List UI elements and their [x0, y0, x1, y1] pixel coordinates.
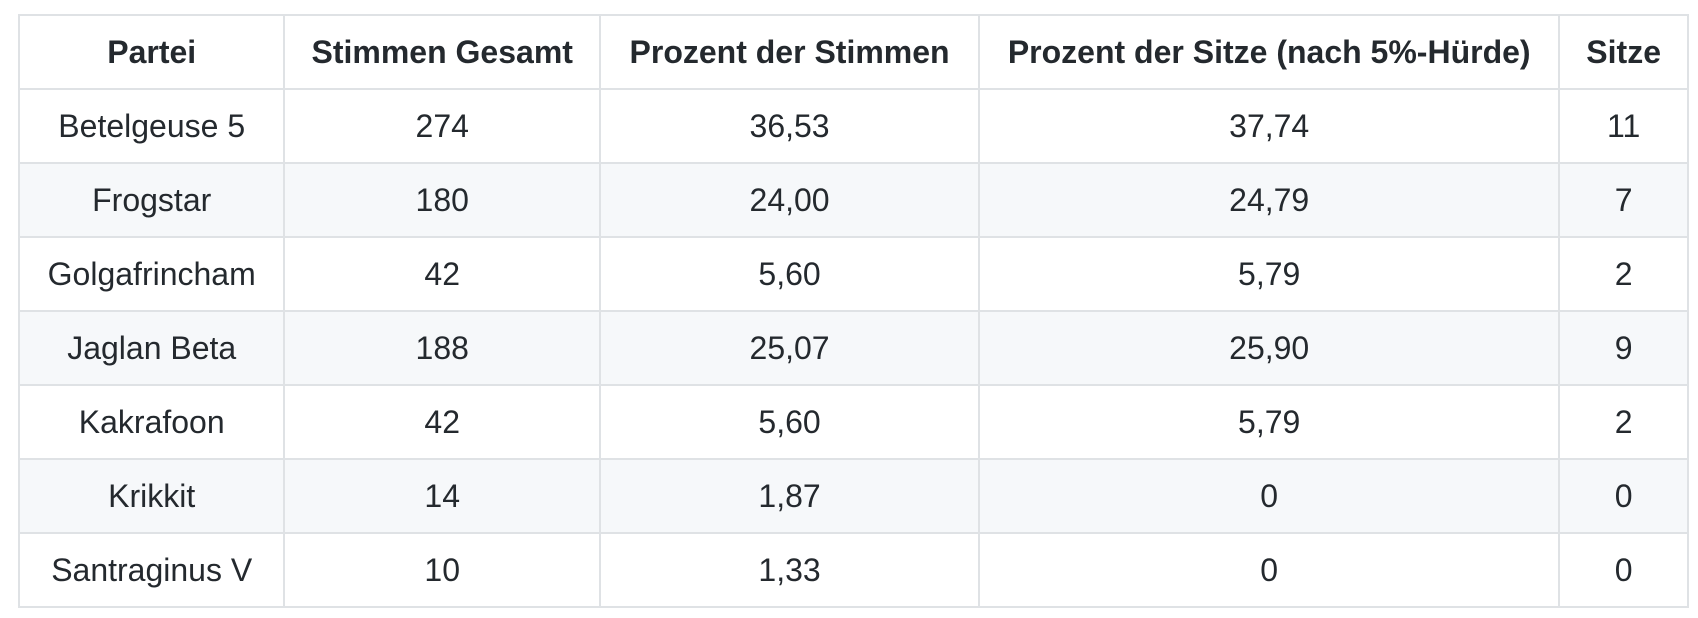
party-name-cell: Krikkit — [17, 458, 286, 534]
value-cell: 0 — [1558, 532, 1689, 608]
table-row: Santraginus V 10 1,33 0 0 — [17, 532, 1689, 608]
value-cell: 1,87 — [599, 458, 981, 534]
value-cell: 180 — [283, 162, 602, 238]
value-cell: 9 — [1558, 310, 1689, 386]
value-cell: 7 — [1558, 162, 1689, 238]
column-header-2: Stimmen Gesamt — [283, 14, 602, 90]
table-row: Krikkit 14 1,87 0 0 — [17, 458, 1689, 534]
value-cell: 0 — [978, 458, 1561, 534]
value-cell: 36,53 — [599, 88, 981, 164]
column-header-3: Prozent der Stimmen — [599, 14, 981, 90]
table-row: Betelgeuse 5 274 36,53 37,74 11 — [17, 88, 1689, 164]
value-cell: 14 — [283, 458, 602, 534]
value-cell: 11 — [1558, 88, 1689, 164]
value-cell: 0 — [978, 532, 1561, 608]
results-table: Partei Stimmen Gesamt Prozent der Stimmen P… — [17, 14, 1689, 608]
party-name-cell: Frogstar — [17, 162, 286, 238]
value-cell: 0 — [1558, 458, 1689, 534]
party-name-cell: Jaglan Beta — [17, 310, 286, 386]
value-cell: 2 — [1558, 384, 1689, 460]
value-cell: 5,60 — [599, 384, 981, 460]
table-row: Frogstar 180 24,00 24,79 7 — [17, 162, 1689, 238]
value-cell: 24,79 — [978, 162, 1561, 238]
value-cell: 2 — [1558, 236, 1689, 312]
column-header-5: Sitze — [1558, 14, 1689, 90]
value-cell: 5,79 — [978, 384, 1561, 460]
table-row: Jaglan Beta 188 25,07 25,90 9 — [17, 310, 1689, 386]
value-cell: 5,79 — [978, 236, 1561, 312]
value-cell: 25,07 — [599, 310, 981, 386]
value-cell: 42 — [283, 384, 602, 460]
value-cell: 24,00 — [599, 162, 981, 238]
column-header-1: Partei — [17, 14, 286, 90]
header-row: Partei Stimmen Gesamt Prozent der Stimmen P… — [17, 14, 1689, 90]
value-cell: 42 — [283, 236, 602, 312]
party-name-cell: Kakrafoon — [17, 384, 286, 460]
party-name-cell: Betelgeuse 5 — [17, 88, 286, 164]
value-cell: 274 — [283, 88, 602, 164]
party-name-cell: Santraginus V — [17, 532, 286, 608]
value-cell: 10 — [283, 532, 602, 608]
value-cell: 1,33 — [599, 532, 981, 608]
value-cell: 188 — [283, 310, 602, 386]
table-head: Partei Stimmen Gesamt Prozent der Stimmen P… — [17, 14, 1689, 90]
table-row: Golgafrincham 42 5,60 5,79 2 — [17, 236, 1689, 312]
value-cell: 5,60 — [599, 236, 981, 312]
value-cell: 25,90 — [978, 310, 1561, 386]
value-cell: 37,74 — [978, 88, 1561, 164]
table-row: Kakrafoon 42 5,60 5,79 2 — [17, 384, 1689, 460]
party-name-cell: Golgafrincham — [17, 236, 286, 312]
table-body: Betelgeuse 5 274 36,53 37,74 11 Frogstar 180 24… — [17, 88, 1689, 608]
column-header-4: Prozent der Sitze (nach 5%-Hürde) — [978, 14, 1561, 90]
